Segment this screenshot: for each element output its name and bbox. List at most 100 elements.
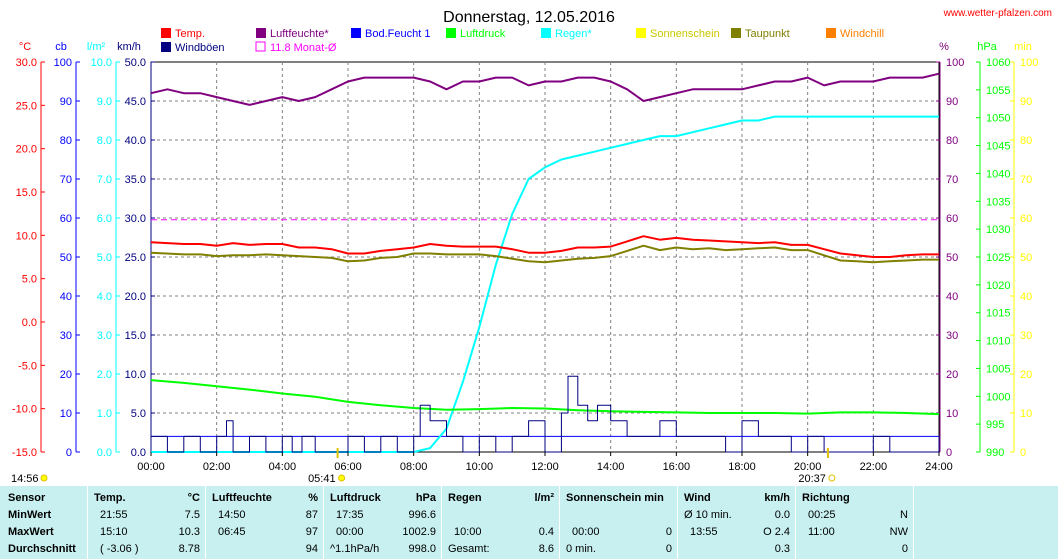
axis-tick-label-sun: 0 bbox=[1020, 447, 1026, 459]
axis-tick-label-humidity: 80 bbox=[946, 135, 958, 147]
axis-tick-label-pressure: 1040 bbox=[986, 168, 1010, 180]
legend-swatch bbox=[446, 28, 456, 38]
x-tick-label: 12:00 bbox=[531, 461, 559, 473]
x-tick-label: 16:00 bbox=[663, 461, 691, 473]
x-tick-label: 14:00 bbox=[597, 461, 625, 473]
legend-swatch bbox=[255, 41, 266, 52]
x-tick-label: 10:00 bbox=[466, 461, 494, 473]
legend-label: Sonnenschein bbox=[650, 28, 720, 40]
stats-row-max: MaxWert bbox=[8, 526, 54, 538]
left-axes: 30.0 25.0 20.0 15.0 10.0 5.0 0.0 -5.0 -10.0 -15.0… bbox=[12, 57, 155, 459]
stats-sun-total-value: 0 bbox=[665, 543, 672, 555]
axis-tick-label-sun: 90 bbox=[1020, 96, 1032, 108]
stats-dir-header: Richtung bbox=[802, 492, 850, 504]
legend-label: Bod.Feucht 1 bbox=[365, 28, 430, 40]
axis-tick-label-cb: 0 bbox=[66, 447, 72, 459]
stats-pressure: Luftdruck hPa 17:35 996.6 00:00 1002.9 ^1.1… bbox=[330, 490, 436, 558]
axis-tick-label-humidity: 90 bbox=[946, 96, 958, 108]
axis-tick-label-rain: 9.0 bbox=[97, 96, 112, 108]
axis-tick-label-humidity: 50 bbox=[946, 252, 958, 264]
legend-label: Luftfeuchte* bbox=[270, 28, 329, 40]
x-tick-label: 18:00 bbox=[728, 461, 756, 473]
weather-chart: Donnerstag, 12.05.2016 www.wetter-pfalze… bbox=[11, 8, 1052, 485]
stats-wind-max-value: O 2.4 bbox=[763, 526, 790, 538]
stats-rain: Regen l/m² 10:00 0.4 Gesamt: 8.6 bbox=[448, 490, 554, 558]
axis-tick-label-wind: 25.0 bbox=[125, 252, 146, 264]
axis-tick-label-sun: 60 bbox=[1020, 213, 1032, 225]
legend-label: Regen* bbox=[555, 28, 592, 40]
axis-tick-label-humidity: 100 bbox=[946, 57, 964, 69]
sunset-label: 20:37 bbox=[798, 473, 826, 485]
legend-swatch bbox=[256, 28, 266, 38]
stats-humidity-max-value: 97 bbox=[305, 526, 318, 538]
axis-tick-label-cb: 40 bbox=[60, 291, 72, 303]
axis-tick-label-rain: 7.0 bbox=[97, 174, 112, 186]
stats-sensor: Sensor MinWert MaxWert Durchschnitt bbox=[8, 490, 86, 558]
stats-pressure-avg-value: 998.0 bbox=[408, 543, 436, 555]
axis-tick-label-wind: 20.0 bbox=[125, 291, 146, 303]
x-tick-label: 22:00 bbox=[860, 461, 888, 473]
series-line bbox=[151, 115, 939, 453]
axis-tick-label-rain: 10.0 bbox=[91, 57, 112, 69]
axis-tick-label-wind: 40.0 bbox=[125, 135, 146, 147]
stats-temp-avg-value: 8.78 bbox=[178, 543, 200, 555]
axis-tick-label-cb: 60 bbox=[60, 213, 72, 225]
axis-tick-label-rain: 5.0 bbox=[97, 252, 112, 264]
stats-row-avg: Durchschnitt bbox=[8, 543, 76, 555]
axis-tick-label-cb: 70 bbox=[60, 174, 72, 186]
stats-direction: Richtung 00:25 N 11:00 NW 0 bbox=[802, 490, 908, 558]
axis-tick-label-pressure: 995 bbox=[986, 419, 1004, 431]
series-line bbox=[150, 379, 940, 416]
axis-tick-label-rain: 1.0 bbox=[97, 408, 112, 420]
axis-unit-pressure: hPa bbox=[977, 41, 997, 53]
axis-tick-label-temp: 0.0 bbox=[22, 317, 37, 329]
axis-tick-label-wind: 5.0 bbox=[131, 408, 146, 420]
stats-wind-unit: km/h bbox=[764, 492, 790, 504]
axis-unit-temp: °C bbox=[19, 41, 31, 53]
stats-rain-header: Regen bbox=[448, 492, 482, 504]
site-link[interactable]: www.wetter-pfalzen.com bbox=[943, 8, 1052, 19]
stats-wind-mean-value: 0.3 bbox=[774, 543, 790, 555]
x-tick-label: 20:00 bbox=[794, 461, 822, 473]
stats-row-min: MinWert bbox=[8, 509, 52, 521]
axis-tick-label-sun: 70 bbox=[1020, 174, 1032, 186]
axis-tick-label-pressure: 1050 bbox=[986, 113, 1010, 125]
legend-swatch bbox=[161, 28, 171, 38]
stats-dir-avg-value: 0 bbox=[901, 543, 908, 555]
stats-temp: Temp. °C 21:55 7.5 15:10 10.3 ( -3.06 ) 8.78 bbox=[94, 490, 200, 558]
axis-tick-label-humidity: 70 bbox=[946, 174, 958, 186]
axis-tick-label-pressure: 1005 bbox=[986, 363, 1010, 375]
axis-tick-label-pressure: 1010 bbox=[986, 336, 1010, 348]
axis-tick-label-cb: 100 bbox=[54, 57, 72, 69]
axis-tick-label-temp: -15.0 bbox=[12, 447, 37, 459]
stats-wind: Wind km/h Ø 10 min. 0.0 13:55 O 2.4 0.3 bbox=[684, 490, 790, 558]
stats-dir-min-value: N bbox=[900, 509, 908, 521]
stats-humidity-avg-value: 94 bbox=[305, 543, 318, 555]
stats-dir-max-time: 11:00 bbox=[808, 526, 835, 538]
stats-humidity-unit: % bbox=[308, 492, 318, 504]
stats-rain-max-value: 0.4 bbox=[538, 526, 554, 538]
axis-tick-label-rain: 3.0 bbox=[97, 330, 112, 342]
axis-unit-rain: l/m² bbox=[87, 41, 106, 53]
stats-sun-total-label: 0 min. bbox=[566, 543, 596, 555]
stats-humidity-min-value: 87 bbox=[305, 509, 318, 521]
axis-tick-label-wind: 30.0 bbox=[125, 213, 146, 225]
legend-swatch bbox=[351, 28, 361, 38]
sunrise-label: 05:41 bbox=[308, 473, 336, 485]
stats-wind-header: Wind bbox=[684, 492, 711, 504]
stats-pressure-min-time: 17:35 bbox=[336, 509, 364, 521]
legend-label: Windböen bbox=[175, 42, 225, 54]
x-tick-label: 04:00 bbox=[269, 461, 297, 473]
legend-swatch bbox=[541, 28, 551, 38]
series-line bbox=[150, 72, 940, 106]
axis-tick-label-temp: 25.0 bbox=[16, 100, 37, 112]
axis-tick-label-humidity: 20 bbox=[946, 369, 958, 381]
stats-sun-max-value: 0 bbox=[665, 526, 672, 538]
sun-icon bbox=[40, 474, 48, 482]
stats-panel: Sensor MinWert MaxWert Durchschnitt Temp… bbox=[0, 486, 1058, 559]
stats-temp-min-value: 7.5 bbox=[184, 509, 200, 521]
stats-pressure-unit: hPa bbox=[415, 492, 436, 504]
stats-pressure-min-value: 996.6 bbox=[408, 509, 436, 521]
axis-tick-label-sun: 10 bbox=[1020, 408, 1032, 420]
axis-tick-label-wind: 50.0 bbox=[125, 57, 146, 69]
